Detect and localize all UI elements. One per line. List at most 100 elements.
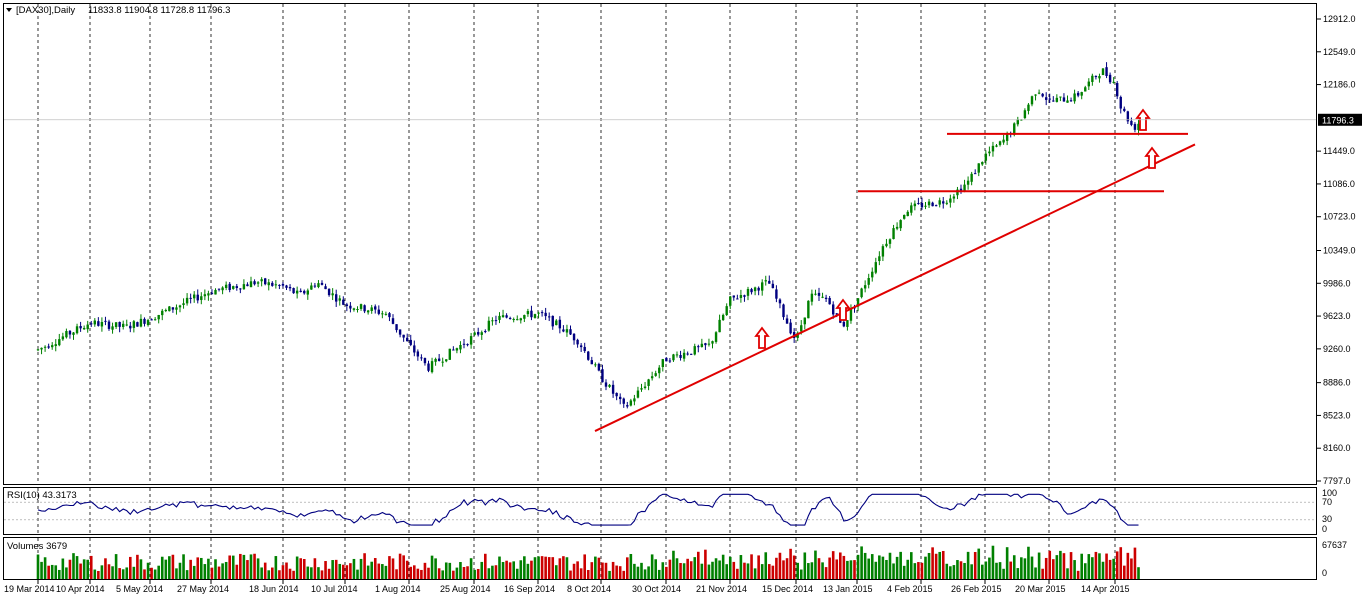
candle-body [572, 333, 576, 341]
candle-body [906, 211, 909, 217]
candle-body [90, 323, 93, 325]
volume-bar [608, 570, 611, 579]
volume-bar [601, 562, 604, 579]
up-arrow-icon [754, 326, 770, 349]
candle-body [650, 376, 654, 379]
candle-body [959, 188, 963, 192]
volume-bar [803, 552, 807, 579]
volume-bar [79, 563, 82, 579]
volume-bar [349, 563, 352, 579]
date-tick-label: 4 Feb 2015 [887, 584, 933, 594]
volume-bar [1044, 557, 1048, 579]
volume-bar [125, 567, 129, 579]
candle-body [43, 346, 47, 348]
volume-bar [665, 566, 668, 579]
candle-body [903, 215, 906, 219]
volume-bar [863, 552, 867, 579]
candle-body [97, 321, 100, 326]
candle-body [413, 345, 416, 353]
volume-bar [295, 556, 299, 579]
candle-body [36, 349, 40, 351]
volume-bar [888, 552, 892, 579]
candle-body [785, 318, 789, 324]
candle-body [100, 321, 104, 327]
rsi-panel[interactable] [3, 487, 1317, 535]
volume-bar [114, 554, 118, 579]
volume-bar [299, 558, 302, 579]
date-tick-label: 10 Jul 2014 [311, 584, 358, 594]
candle-body [129, 325, 132, 329]
candle-body [65, 331, 68, 338]
candle-body [725, 306, 728, 315]
candle-body [899, 220, 902, 229]
candle-body [938, 200, 941, 205]
candle-body [93, 320, 96, 325]
candle-body [647, 379, 650, 386]
volume-bar [381, 564, 384, 579]
candle-body [366, 310, 370, 313]
volume-bar [799, 569, 803, 579]
candle-body [487, 320, 491, 331]
volume-bar [771, 565, 775, 579]
volume-bar [604, 562, 608, 579]
candle-body [931, 202, 934, 207]
volume-bar [870, 554, 874, 579]
volume-bar [398, 553, 402, 579]
candle-body [700, 343, 704, 347]
volume-bar [1052, 559, 1055, 579]
volume-bar [583, 554, 586, 579]
volume-bar [491, 565, 494, 579]
candle-body [398, 329, 402, 335]
volume-bar [643, 569, 647, 579]
date-tick-label: 10 Apr 2014 [56, 584, 105, 594]
volume-bar [956, 560, 959, 579]
volume-bar [47, 565, 50, 579]
volume-bar [452, 570, 455, 579]
candle-body [292, 288, 295, 294]
candle-body [409, 339, 412, 345]
volume-bar [246, 560, 249, 579]
candle-body [895, 226, 899, 229]
volume-label: Volumes 3679 [7, 541, 67, 552]
volume-bar [281, 565, 285, 579]
candle-body [800, 325, 803, 332]
candle-body [814, 293, 817, 295]
candle-body [384, 313, 388, 315]
volume-bar [501, 562, 505, 579]
volume-bar [139, 559, 143, 579]
candle-body [313, 285, 317, 287]
volume-bar [1059, 550, 1062, 579]
candle-body [125, 324, 128, 326]
volume-bar [618, 566, 622, 579]
volume-bar [200, 557, 203, 579]
volume-bar [569, 570, 572, 579]
volume-bar [302, 559, 306, 579]
candle-body [952, 196, 956, 199]
candle-body [416, 351, 420, 357]
candle-body [295, 290, 299, 294]
volume-bar [807, 563, 810, 579]
volume-bar [750, 554, 753, 579]
volume-bar [846, 560, 849, 579]
volume-bar [913, 563, 917, 579]
volume-bar [1062, 553, 1066, 579]
candle-body [771, 283, 775, 289]
candle-body [636, 390, 640, 398]
volume-bar [1115, 551, 1119, 579]
candle-body [480, 332, 483, 335]
candle-body [579, 345, 583, 348]
volume-bar [515, 568, 519, 579]
main-chart-panel[interactable] [3, 3, 1317, 485]
volume-bar [317, 567, 320, 579]
volume-bar [469, 558, 473, 579]
volume-bar [938, 551, 941, 579]
volume-bar [537, 556, 540, 579]
candle-body [111, 326, 114, 330]
volume-bar [920, 562, 924, 579]
volume-bar [473, 569, 476, 579]
chart-menu-caret-icon[interactable] [6, 8, 12, 12]
up-arrow-icon [835, 298, 851, 321]
volume-bar [700, 563, 704, 579]
candle-body [153, 319, 157, 321]
